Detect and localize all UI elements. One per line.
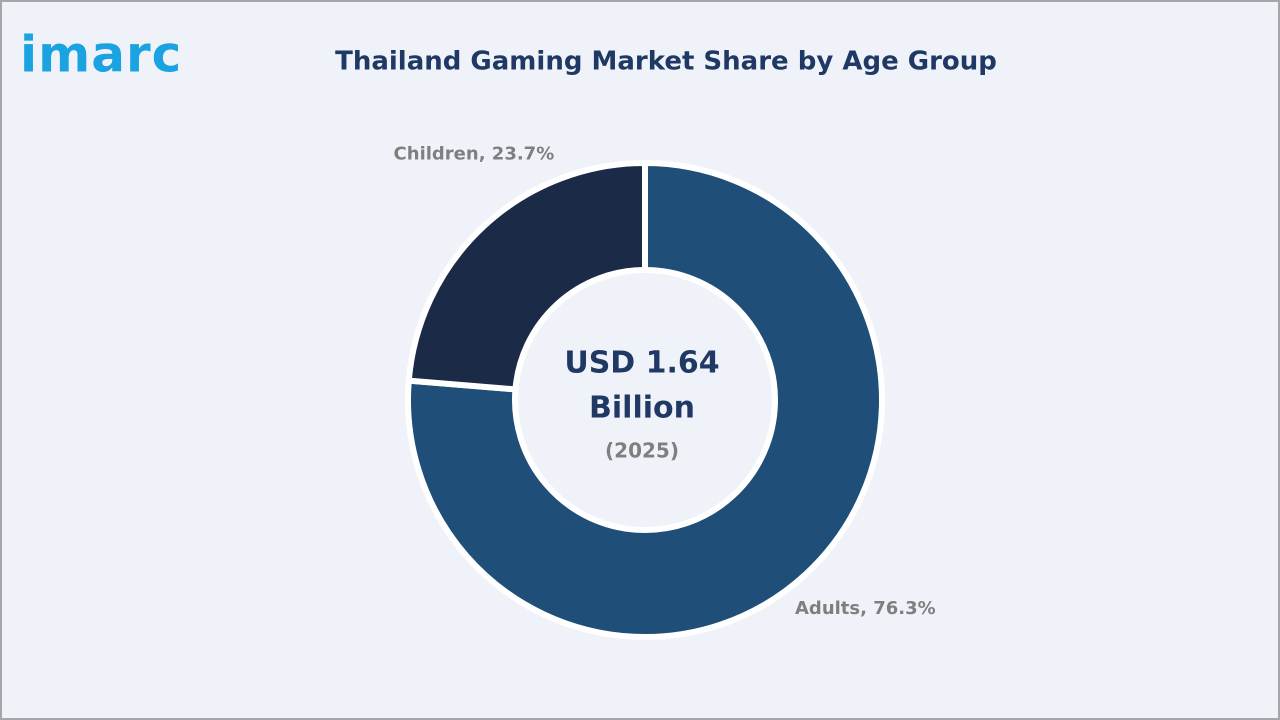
chart-title: Thailand Gaming Market Share by Age Grou… [335, 47, 997, 77]
data-label: Children, 23.7% [394, 144, 555, 165]
center-text: USD 1.64 [564, 346, 719, 381]
center-text: Billion [589, 391, 695, 426]
center-subtext: (2025) [605, 439, 679, 463]
donut-slice [405, 159, 648, 393]
data-label: Adults, 76.3% [795, 598, 936, 619]
donut-slice [405, 159, 885, 640]
logo: imarc [20, 26, 182, 84]
